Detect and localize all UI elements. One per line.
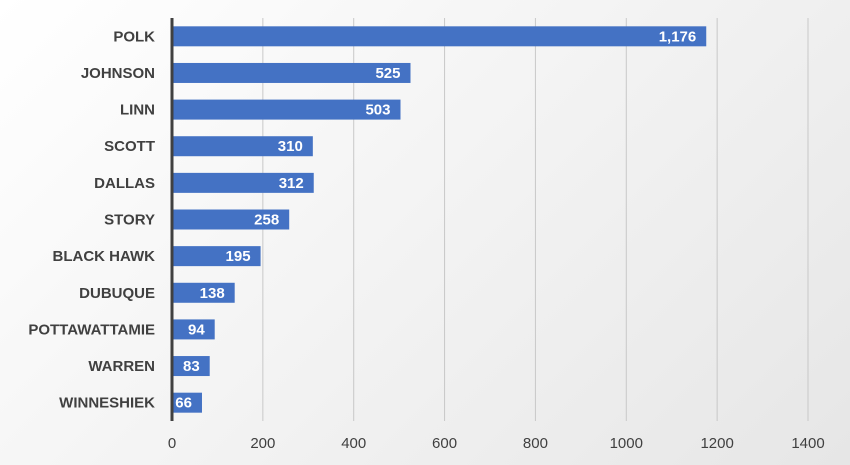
data-label: 195 [226,248,251,265]
category-label: LINN [120,102,155,119]
data-label: 312 [279,175,304,192]
bar [172,99,401,120]
x-tick-label: 400 [341,435,366,452]
bar [172,392,202,413]
bars [172,26,707,413]
x-tick-label: 600 [432,435,457,452]
data-label: 310 [278,138,303,155]
x-tick-label: 0 [168,435,176,452]
bar [172,172,314,193]
category-label: DALLAS [94,175,155,192]
x-axis-ticks: 0 200 400 600 800 1000 1200 1400 [168,435,825,452]
category-label: WINNESHIEK [59,395,155,412]
bar [172,356,210,377]
category-label: JOHNSON [81,65,155,82]
gridlines [262,18,809,421]
bar [172,246,261,267]
category-label: WARREN [88,358,155,375]
data-label: 1,176 [659,28,697,45]
data-labels: 1,176 525 503 310 312 258 195 138 94 83 66 [175,28,696,411]
category-label: STORY [104,212,155,229]
bar [172,319,215,340]
bar [172,282,235,303]
x-tick-label: 1000 [610,435,643,452]
x-tick-label: 200 [250,435,275,452]
data-label: 94 [188,321,205,338]
x-tick-label: 1200 [700,435,733,452]
bar [172,62,411,83]
data-label: 138 [200,285,225,302]
bar [172,209,290,230]
x-tick-label: 1400 [791,435,824,452]
category-label: DUBUQUE [79,285,155,302]
bar [172,26,707,47]
category-label: POTTAWATTAMIE [28,321,155,338]
category-labels: POLK JOHNSON LINN SCOTT DALLAS STORY BLACK HAW… [28,28,155,411]
data-label: 503 [365,102,390,119]
category-label: BLACK HAWK [53,248,156,265]
category-label: SCOTT [104,138,155,155]
data-label: 258 [254,212,279,229]
data-label: 66 [175,395,192,412]
bar [172,136,313,157]
data-label: 525 [375,65,400,82]
data-label: 83 [183,358,200,375]
category-label: POLK [113,28,155,45]
x-tick-label: 800 [523,435,548,452]
